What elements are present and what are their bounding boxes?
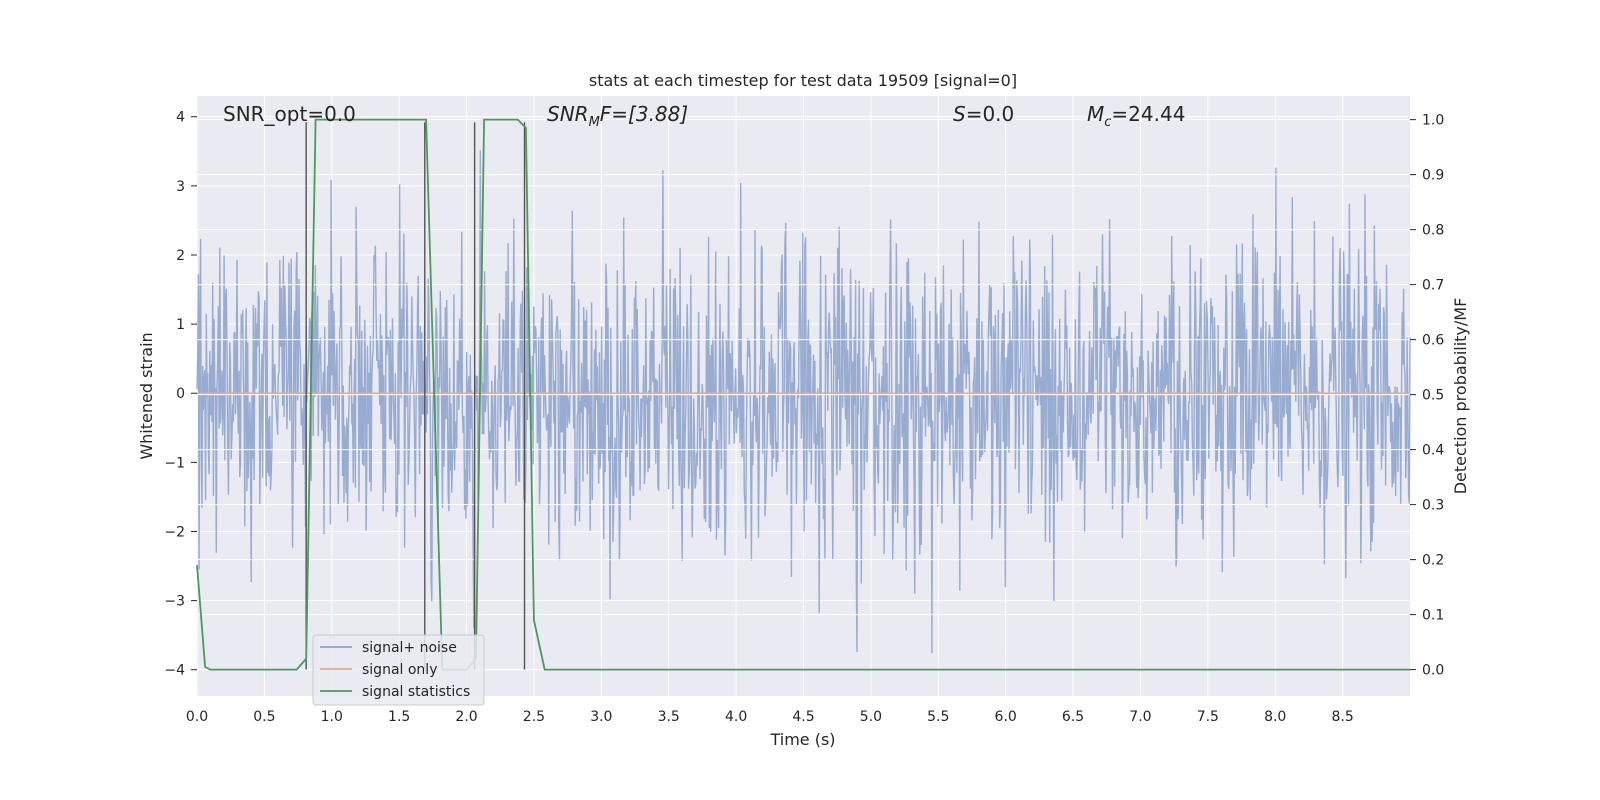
legend-label-signal-only: signal only [362,662,437,678]
x-tick-label: 4.5 [792,709,814,725]
chart-title: stats at each timestep for test data 195… [589,71,1017,90]
x-axis-ticks: 0.0 0.5 1.0 1.5 2.0 2.5 3.0 3.5 4.0 4.5 5.0 5.5 6.0 6… [186,709,1354,725]
snr-mf-sub: M [589,115,600,130]
y-right-tick-label: 0.4 [1422,443,1444,459]
x-tick-label: 1.5 [388,709,410,725]
snr-mf-rest: F=[3.88] [600,102,688,126]
plot-area [196,96,1411,696]
x-tick-label: 2.0 [455,709,477,725]
y-left-tick-label: 0 [176,386,185,402]
x-tick-label: 5.5 [927,709,949,725]
y-left-tick-label: 3 [176,179,185,195]
x-tick-label: 7.5 [1197,709,1219,725]
annotation-mc: Mc=24.44 [1087,102,1185,130]
y-right-tick-label: 0.1 [1422,608,1444,624]
x-tick-label: 6.0 [995,709,1017,725]
y-left-tick-label: −1 [164,455,185,471]
legend-label-noise: signal+ noise [362,640,457,656]
y-left-tick-label: 1 [176,317,185,333]
legend: signal+ noise signal only signal statist… [312,634,485,706]
y-right-tick-label: 0.3 [1422,498,1444,514]
y-left-tick-label: 2 [176,248,185,264]
x-tick-label: 0.0 [186,709,208,725]
signal-noise-trace [196,150,1411,654]
x-tick-label: 5.0 [860,709,882,725]
legend-label-statistics: signal statistics [362,684,470,700]
vertical-markers [305,122,526,670]
y-right-tick-label: 0.6 [1422,333,1444,349]
x-tick-label: 7.0 [1129,709,1151,725]
y-right-axis-ticks: 0.0 0.1 0.2 0.3 0.4 0.5 0.6 0.7 0.8 0.9 1.0 [1410,113,1444,679]
y-left-axis-label: Whitened strain [137,332,156,459]
s-symbol: S [953,102,966,126]
x-tick-label: 8.0 [1264,709,1286,725]
y-right-tick-label: 0.7 [1422,278,1444,294]
signal-noise-series [196,150,1411,654]
annotation-s: S=0.0 [953,102,1014,126]
y-left-axis-ticks: −4 −3 −2 −1 0 1 2 3 4 [164,110,197,679]
x-tick-label: 3.0 [590,709,612,725]
y-right-tick-label: 0.8 [1422,223,1444,239]
x-tick-label: 2.5 [523,709,545,725]
y-right-tick-label: 0.2 [1422,553,1444,569]
x-axis-label: Time (s) [769,730,835,749]
mc-value: =24.44 [1111,102,1185,126]
y-right-tick-label: 1.0 [1422,113,1444,129]
y-right-tick-label: 0.5 [1422,388,1444,404]
y-left-tick-label: −3 [164,594,185,610]
x-tick-label: 4.0 [725,709,747,725]
y-right-tick-label: 0.0 [1422,663,1444,679]
x-tick-label: 3.5 [658,709,680,725]
y-right-tick-label: 0.9 [1422,168,1444,184]
x-tick-label: 6.5 [1062,709,1084,725]
y-left-tick-label: −2 [164,524,185,540]
mc-base: M [1087,102,1104,126]
snr-mf-base: SNR [547,102,589,126]
annotation-snr-opt: SNR_opt=0.0 [223,102,356,126]
x-tick-label: 1.0 [321,709,343,725]
x-tick-label: 0.5 [253,709,275,725]
s-value: =0.0 [966,102,1015,126]
y-right-axis-label: Detection probability/MF [1451,298,1470,495]
annotation-snr-mf: SNRMF=[3.88] [547,102,688,130]
y-left-tick-label: −4 [164,663,185,679]
x-tick-label: 8.5 [1331,709,1353,725]
legend-box [312,634,485,706]
y-left-tick-label: 4 [176,110,185,126]
mc-sub: c [1104,115,1111,130]
